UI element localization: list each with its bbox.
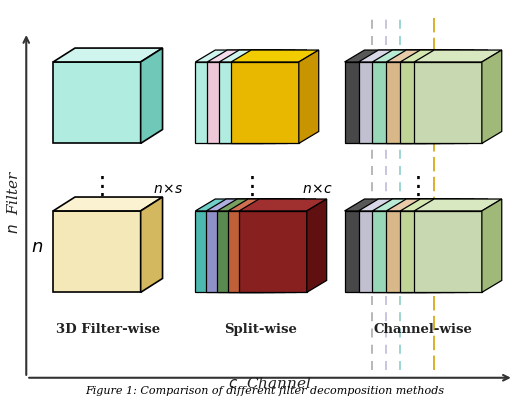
Text: $\vdots$: $\vdots$ (89, 175, 105, 198)
Polygon shape (140, 198, 163, 293)
Polygon shape (412, 200, 432, 293)
Polygon shape (426, 200, 446, 293)
Polygon shape (285, 200, 305, 293)
Polygon shape (454, 200, 474, 293)
Polygon shape (440, 200, 460, 293)
Polygon shape (140, 49, 163, 144)
Text: $\mathit{c}$  Channel: $\mathit{c}$ Channel (228, 375, 312, 390)
Polygon shape (228, 211, 296, 293)
Text: Split-wise: Split-wise (225, 322, 297, 335)
Text: Channel-wise: Channel-wise (374, 322, 473, 335)
Polygon shape (299, 51, 319, 144)
Polygon shape (275, 51, 295, 144)
Polygon shape (207, 51, 295, 63)
Polygon shape (217, 211, 285, 293)
Text: 3D Filter-wise: 3D Filter-wise (56, 322, 160, 335)
Polygon shape (414, 200, 502, 211)
Polygon shape (196, 211, 263, 293)
Polygon shape (373, 200, 460, 211)
Polygon shape (217, 200, 305, 211)
Polygon shape (468, 51, 488, 144)
Polygon shape (386, 51, 474, 63)
Polygon shape (414, 211, 482, 293)
Polygon shape (412, 51, 432, 144)
Polygon shape (386, 63, 454, 144)
Polygon shape (344, 200, 432, 211)
Polygon shape (373, 211, 440, 293)
Text: Figure 1: Comparison of different filter decomposition methods: Figure 1: Comparison of different filter… (85, 385, 445, 395)
Polygon shape (53, 49, 163, 63)
Polygon shape (239, 200, 326, 211)
Polygon shape (414, 51, 502, 63)
Polygon shape (207, 63, 275, 144)
Polygon shape (358, 51, 446, 63)
Polygon shape (358, 211, 426, 293)
Polygon shape (274, 200, 294, 293)
Polygon shape (196, 51, 283, 63)
Polygon shape (373, 51, 460, 63)
Polygon shape (400, 200, 488, 211)
Polygon shape (482, 200, 502, 293)
Polygon shape (196, 63, 263, 144)
Polygon shape (440, 51, 460, 144)
Polygon shape (454, 51, 474, 144)
Polygon shape (287, 51, 307, 144)
Polygon shape (53, 198, 163, 211)
Polygon shape (373, 63, 440, 144)
Text: $n\!\times\! c_{}$: $n\!\times\! c_{}$ (302, 180, 333, 194)
Polygon shape (239, 211, 307, 293)
Polygon shape (231, 51, 319, 63)
Polygon shape (400, 51, 488, 63)
Polygon shape (231, 63, 299, 144)
Polygon shape (414, 63, 482, 144)
Polygon shape (400, 63, 468, 144)
Polygon shape (53, 63, 140, 144)
Text: $\mathit{n}$: $\mathit{n}$ (31, 237, 43, 255)
Polygon shape (219, 63, 287, 144)
Text: $\vdots$: $\vdots$ (405, 175, 421, 198)
Polygon shape (307, 200, 326, 293)
Polygon shape (263, 200, 283, 293)
Polygon shape (386, 211, 454, 293)
Polygon shape (53, 211, 140, 293)
Polygon shape (358, 63, 426, 144)
Polygon shape (426, 51, 446, 144)
Polygon shape (344, 63, 412, 144)
Polygon shape (344, 51, 432, 63)
Polygon shape (400, 211, 468, 293)
Polygon shape (263, 51, 283, 144)
Text: $\vdots$: $\vdots$ (239, 175, 255, 198)
Polygon shape (219, 51, 307, 63)
Polygon shape (386, 200, 474, 211)
Polygon shape (344, 211, 412, 293)
Polygon shape (296, 200, 316, 293)
Polygon shape (358, 200, 446, 211)
Polygon shape (468, 200, 488, 293)
Polygon shape (206, 200, 294, 211)
Text: $\mathit{n}$  Filter: $\mathit{n}$ Filter (6, 169, 21, 234)
Polygon shape (206, 211, 274, 293)
Polygon shape (482, 51, 502, 144)
Polygon shape (228, 200, 316, 211)
Text: $n\!\times\! s_{}$: $n\!\times\! s_{}$ (153, 180, 183, 194)
Polygon shape (196, 200, 283, 211)
